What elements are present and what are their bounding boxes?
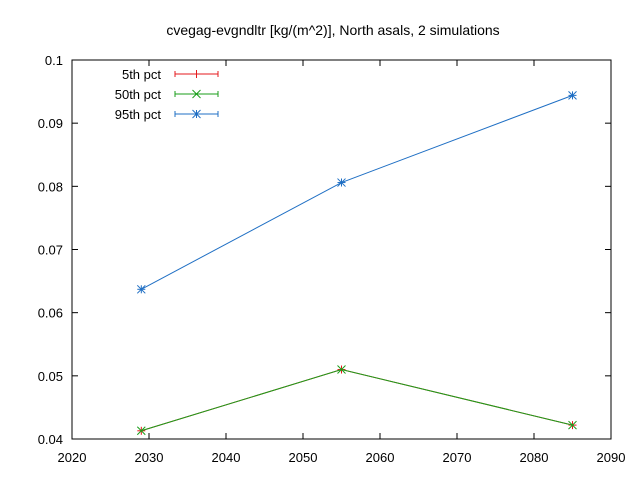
data-point-series-3 [136,284,146,294]
y-axis: 0.04 0.05 0.06 0.07 0.08 0.09 0.1 [38,53,611,447]
x-tick-label: 2040 [212,450,241,465]
series-line-1 [141,368,573,432]
legend-marker [192,89,201,99]
chart-title: cvegag-evgndltr [kg/(m^2)], North asals,… [166,22,499,38]
x-axis: 2020 2030 2040 2050 2060 2070 2080 2090 [58,60,626,465]
series-line-2 [141,368,573,432]
data-point-series-3 [568,91,577,100]
x-tick-label: 2090 [597,450,626,465]
legend-label: 50th pct [115,87,162,102]
legend-marker [192,109,201,119]
data-point-series-2 [136,426,146,436]
legend-label: 95th pct [115,107,162,122]
y-tick-label: 0.05 [38,369,63,384]
series-line-3 [141,94,573,290]
legend-marker [192,70,201,78]
y-tick-label: 0.08 [38,179,63,194]
y-tick-label: 0.06 [38,306,63,321]
legend-label: 5th pct [122,67,161,82]
data-point-series-3 [337,178,346,187]
x-tick-label: 2060 [366,450,395,465]
legend: 5th pct 50th pct 95th pct [115,67,219,122]
y-tick-label: 0.1 [45,53,63,68]
data-point-series-2 [337,365,346,374]
x-tick-label: 2070 [443,450,472,465]
y-tick-label: 0.09 [38,116,63,131]
x-tick-label: 2050 [289,450,318,465]
x-tick-label: 2080 [520,450,549,465]
data-point-series-2 [568,420,577,430]
y-tick-label: 0.04 [38,432,63,447]
x-tick-label: 2020 [58,450,87,465]
series-layer [136,91,577,436]
y-tick-label: 0.07 [38,243,63,258]
x-tick-label: 2030 [135,450,164,465]
